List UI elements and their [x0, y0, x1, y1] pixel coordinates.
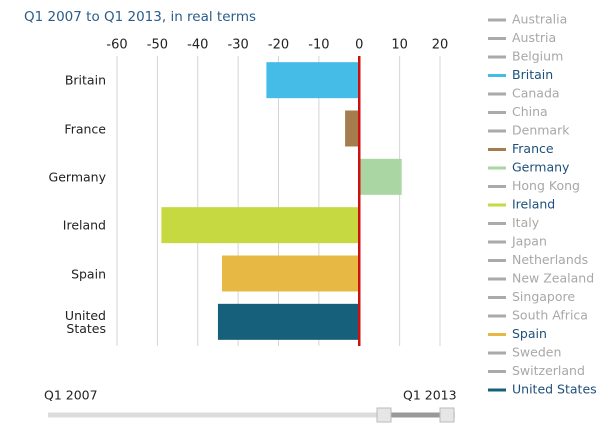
legend-label: Britain — [512, 67, 553, 82]
legend-entry[interactable]: Ireland — [488, 197, 555, 212]
legend-entry[interactable]: China — [488, 104, 548, 119]
legend-entry[interactable]: Spain — [488, 326, 547, 341]
legend-label: China — [512, 104, 548, 119]
legend-entry[interactable]: Sweden — [488, 345, 561, 360]
bar — [359, 158, 402, 195]
legend-entry[interactable]: Britain — [488, 67, 553, 82]
legend-entry[interactable]: Netherlands — [488, 252, 588, 267]
x-tick-label: 10 — [391, 38, 408, 53]
legend-entry[interactable]: Australia — [488, 12, 567, 27]
legend-label: Denmark — [512, 123, 570, 138]
legend-entry[interactable]: Italy — [488, 215, 540, 230]
legend-entry[interactable]: Hong Kong — [488, 178, 580, 193]
legend-label: Australia — [512, 12, 567, 27]
legend-label: Germany — [512, 160, 570, 175]
legend-entry[interactable]: Singapore — [488, 289, 575, 304]
legend-label: Switzerland — [512, 363, 585, 378]
category-label: United States — [64, 307, 106, 336]
slider-handle-end[interactable] — [439, 407, 455, 423]
legend-entry[interactable]: Austria — [488, 30, 556, 45]
x-tick-label: 0 — [355, 38, 363, 53]
legend-label: Singapore — [512, 289, 575, 304]
slider-end-label: Q1 2013 — [403, 388, 457, 403]
legend-label: Canada — [512, 86, 560, 101]
legend-label: New Zealand — [512, 271, 594, 286]
legend-entry[interactable]: United States — [488, 382, 597, 397]
legend-entry[interactable]: New Zealand — [488, 271, 594, 286]
legend-label: France — [512, 141, 554, 156]
x-tick-label: -60 — [106, 38, 127, 53]
category-label: France — [64, 121, 106, 136]
legend-entry[interactable]: Canada — [488, 86, 560, 101]
slider-start-label: Q1 2007 — [44, 388, 98, 403]
bar — [345, 110, 360, 147]
legend-entry[interactable]: South Africa — [488, 308, 588, 323]
legend-label: Netherlands — [512, 252, 588, 267]
legend-entry[interactable]: Japan — [488, 234, 547, 249]
legend-label: Ireland — [512, 197, 555, 212]
x-tick-label: -40 — [187, 38, 208, 53]
legend-entry[interactable]: Belgium — [488, 49, 563, 64]
bar — [266, 62, 360, 99]
category-label: Spain — [71, 266, 106, 281]
chart-title: Q1 2007 to Q1 2013, in real terms — [24, 9, 256, 25]
x-tick-label: -50 — [147, 38, 168, 53]
legend-entry[interactable]: Germany — [488, 160, 570, 175]
legend-label: Italy — [512, 215, 540, 230]
slider-handle-start[interactable] — [376, 407, 392, 423]
legend-label: Sweden — [512, 345, 561, 360]
category-label: Ireland — [62, 217, 106, 233]
legend-entry[interactable]: Switzerland — [488, 363, 585, 378]
bar — [217, 303, 360, 340]
legend-label: United States — [512, 382, 597, 397]
legend-label: Japan — [511, 234, 547, 249]
x-tick-label: 20 — [432, 38, 449, 53]
legend-label: Austria — [512, 30, 556, 45]
legend-entry[interactable]: France — [488, 141, 554, 156]
bar — [221, 255, 360, 292]
legend-label: Hong Kong — [512, 178, 580, 193]
x-tick-label: -10 — [308, 38, 329, 53]
legend-entry[interactable]: Denmark — [488, 123, 570, 138]
category-label: Britain — [64, 72, 106, 88]
legend-label: Spain — [512, 326, 547, 341]
x-tick-label: -30 — [228, 38, 249, 53]
legend-label: Belgium — [512, 49, 563, 64]
legend-label: South Africa — [512, 308, 588, 323]
category-label: Germany — [48, 169, 106, 185]
x-tick-label: -20 — [268, 38, 289, 53]
bar — [161, 207, 360, 244]
